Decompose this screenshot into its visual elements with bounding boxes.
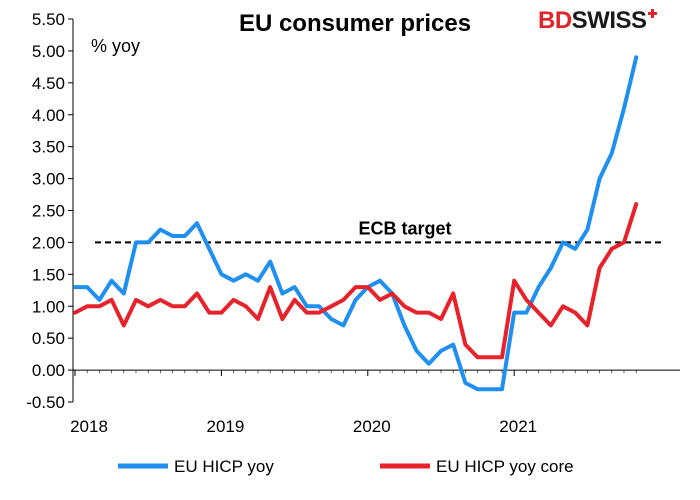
series: [73, 55, 639, 392]
x-tick-label: 2019: [206, 417, 244, 436]
y-axis-ticks: 5.50 5.00 4.50 4.00 3.50 3.00 2.50 2.00 1.50 1.00…: [26, 10, 73, 412]
y-tick-label: 5.00: [32, 42, 65, 61]
x-tick-label: 2018: [70, 417, 108, 436]
y-tick-label: 4.50: [32, 74, 65, 93]
ecb-target: ECB target: [95, 218, 665, 244]
y-tick-label: 3.50: [32, 138, 65, 157]
series-line-hicp-core: [73, 202, 639, 360]
legend-label: EU HICP yoy: [174, 457, 274, 476]
legend-label: EU HICP yoy core: [436, 457, 574, 476]
x-tick-label: 2020: [353, 417, 391, 436]
y-tick-label: 4.00: [32, 106, 65, 125]
y-tick-label: 1.00: [32, 297, 65, 316]
y-tick-label: 0.50: [32, 329, 65, 348]
y-tick-label: 0.00: [32, 361, 65, 380]
logo-plus-icon: [647, 9, 657, 18]
logo-bd-text: BD: [538, 7, 572, 34]
y-tick-label: 1.50: [32, 265, 65, 284]
series-line-hicp: [73, 55, 639, 392]
y-axis-unit-label: % yoy: [91, 36, 140, 56]
axes: [72, 19, 680, 402]
x-axis-ticks: 2018 2019 2020 2021: [70, 370, 637, 436]
y-tick-label: 3.00: [32, 170, 65, 189]
y-tick-label: 5.50: [32, 10, 65, 29]
logo-swiss-text: SWISS: [571, 7, 647, 34]
ecb-target-label: ECB target: [358, 218, 451, 238]
x-tick-label: 2021: [499, 417, 537, 436]
y-tick-label: 2.00: [32, 233, 65, 252]
y-tick-label: 2.50: [32, 202, 65, 221]
bdswiss-logo: BDSWISS: [538, 7, 657, 35]
y-tick-label: -0.50: [26, 393, 65, 412]
chart-title: EU consumer prices: [239, 10, 471, 37]
legend: EU HICP yoy EU HICP yoy core: [118, 457, 574, 476]
